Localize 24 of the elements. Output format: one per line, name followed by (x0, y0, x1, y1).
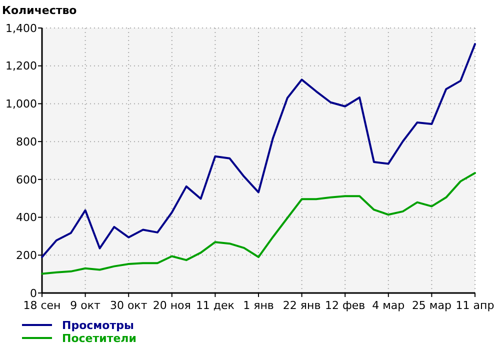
line-series (41, 43, 476, 258)
x-tick-label: 25 мар (412, 299, 452, 312)
y-tick-label: 800 (16, 135, 37, 148)
legend-label: Просмотры (62, 318, 134, 332)
y-tick-label: 1,400 (6, 22, 37, 35)
y-axis-title: Количество (2, 4, 78, 17)
legend-label: Посетители (62, 332, 136, 345)
x-tick-label: 11 дек (196, 299, 235, 312)
x-tick-label: 1 янв (243, 299, 274, 312)
line-series (41, 172, 476, 275)
y-tick-label: 200 (16, 248, 37, 262)
x-tick-label: 4 мар (372, 299, 405, 312)
x-tick-label: 18 сен (23, 299, 61, 312)
x-tick-label: 20 ноя (152, 299, 191, 312)
y-tick-label: 1,000 (6, 98, 37, 111)
x-tick-label: 12 фев (325, 299, 366, 312)
x-tick-label: 11 апр (456, 299, 494, 312)
x-tick-label: 30 окт (110, 299, 148, 312)
y-tick-label: 600 (16, 173, 37, 186)
x-tick-label: 9 окт (70, 299, 102, 312)
y-tick-label: 1,200 (6, 60, 37, 73)
y-tick-label: 400 (16, 211, 37, 224)
x-tick-label: 22 янв (282, 299, 321, 312)
y-tick-label: 0 (30, 286, 37, 300)
